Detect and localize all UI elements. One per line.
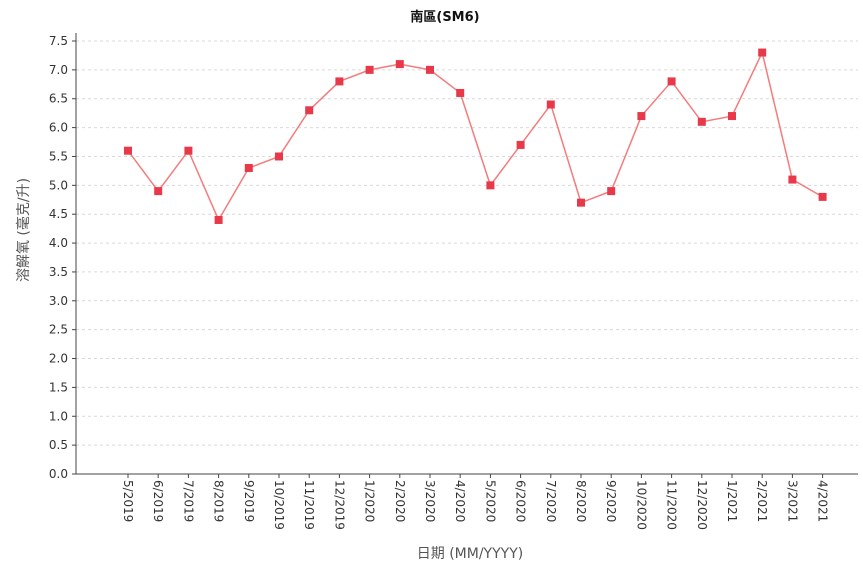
y-tick-label: 7.5 xyxy=(49,34,68,48)
data-point-marker xyxy=(305,106,314,115)
data-point-marker xyxy=(546,100,555,109)
x-tick-label: 9/2020 xyxy=(604,480,618,522)
y-tick-label: 7.0 xyxy=(49,63,68,77)
data-point-marker xyxy=(607,187,616,196)
x-tick-label: 3/2021 xyxy=(785,480,799,522)
y-tick-label: 6.0 xyxy=(49,121,68,135)
data-point-marker xyxy=(697,117,706,126)
series-line xyxy=(127,50,823,222)
x-tick-label: 8/2020 xyxy=(574,480,588,522)
data-point-marker xyxy=(788,175,797,184)
data-point-marker xyxy=(758,48,767,57)
y-tick-label: 6.5 xyxy=(49,92,68,106)
x-tick-label: 8/2019 xyxy=(212,480,226,522)
x-tick-label: 5/2020 xyxy=(483,480,497,522)
data-point-marker xyxy=(244,164,253,173)
data-point-marker xyxy=(335,77,344,86)
data-point-marker xyxy=(728,112,736,121)
x-tick-label: 2/2020 xyxy=(393,480,407,522)
x-tick-label: 6/2019 xyxy=(151,480,165,522)
x-tick-label: 2/2021 xyxy=(755,480,769,522)
data-point-marker xyxy=(154,187,163,196)
data-point-marker xyxy=(124,146,132,155)
axes xyxy=(72,33,858,478)
grid-lines xyxy=(76,40,858,446)
y-tick-label: 2.5 xyxy=(49,323,68,337)
data-point-marker xyxy=(184,146,193,155)
y-tick-labels: 0.0 0.5 1.0 1.5 2.0 2.5 3.0 3.5 4.0 4.5 5.0 5.5 6.0 6… xyxy=(49,34,68,481)
x-tick-label: 10/2020 xyxy=(634,480,648,530)
x-tick-label: 11/2020 xyxy=(665,480,679,530)
x-tick-label: 5/2019 xyxy=(121,480,135,522)
x-tick-label: 12/2019 xyxy=(332,480,346,530)
x-tick-label: 1/2021 xyxy=(725,480,739,522)
x-tick-label: 1/2020 xyxy=(363,480,377,522)
x-tick-label: 4/2020 xyxy=(453,480,467,522)
series xyxy=(124,48,827,224)
data-point-marker xyxy=(577,198,585,207)
y-tick-label: 3.5 xyxy=(49,265,68,279)
y-tick-label: 3.0 xyxy=(49,294,68,308)
y-tick-label: 1.0 xyxy=(49,409,68,423)
y-tick-label: 4.5 xyxy=(49,207,68,221)
x-tick-label: 7/2020 xyxy=(544,480,558,522)
y-tick-label: 1.5 xyxy=(49,380,68,394)
data-point-marker xyxy=(426,65,434,74)
data-point-marker xyxy=(516,140,525,149)
chart-title: 南區(SM6) xyxy=(410,9,479,25)
y-tick-label: 5.5 xyxy=(49,149,68,163)
x-tick-label: 12/2020 xyxy=(695,480,709,530)
y-tick-label: 0.0 xyxy=(49,467,68,481)
data-point-marker xyxy=(667,77,676,86)
y-tick-label: 2.0 xyxy=(49,352,68,366)
x-tick-label: 6/2020 xyxy=(514,480,528,522)
y-tick-label: 4.0 xyxy=(49,236,68,250)
data-point-marker xyxy=(818,192,827,201)
data-point-marker xyxy=(395,60,404,69)
y-tick-label: 5.0 xyxy=(49,178,68,192)
x-axis-title: 日期 (MM/YYYY) xyxy=(417,546,523,562)
x-tick-label: 10/2019 xyxy=(272,480,286,530)
x-tick-label: 3/2020 xyxy=(423,480,437,522)
x-tick-label: 4/2021 xyxy=(816,480,830,522)
x-tick-label: 9/2019 xyxy=(242,480,256,522)
data-point-marker xyxy=(275,152,283,161)
data-point-marker xyxy=(214,215,223,224)
data-point-marker xyxy=(637,112,646,121)
y-tick-label: 0.5 xyxy=(49,438,68,452)
y-axis-title: 溶解氧 (毫克/升) xyxy=(15,178,32,282)
x-tick-label: 11/2019 xyxy=(302,480,316,530)
data-point-marker xyxy=(486,181,495,190)
data-point-marker xyxy=(456,88,465,97)
x-tick-labels: 5/2019 6/2019 7/2019 8/2019 9/2019 10/2019 11/… xyxy=(121,480,830,530)
x-tick-label: 7/2019 xyxy=(181,480,195,522)
data-point-marker xyxy=(365,65,374,74)
